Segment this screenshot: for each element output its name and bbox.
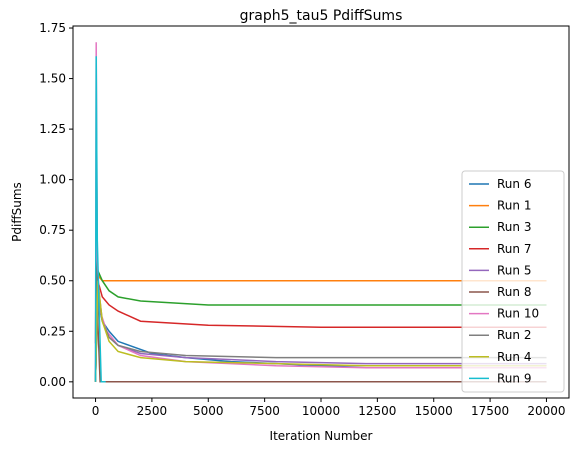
x-tick-label: 5000	[193, 404, 224, 418]
y-axis-label: PdiffSums	[10, 182, 24, 242]
y-tick-label: 0.75	[39, 223, 66, 237]
legend-label: Run 8	[497, 285, 531, 299]
y-tick-label: 1.25	[39, 122, 66, 136]
x-tick-label: 10000	[302, 404, 340, 418]
y-tick-label: 1.00	[39, 173, 66, 187]
legend-label: Run 7	[497, 242, 531, 256]
legend-label: Run 2	[497, 328, 531, 342]
series-line-10	[94, 56, 106, 383]
y-tick-label: 1.75	[39, 21, 66, 35]
legend-label: Run 6	[497, 177, 531, 191]
y-tick-label: 0.25	[39, 324, 66, 338]
x-tick-label: 2500	[137, 404, 168, 418]
x-tick-label: 0	[92, 404, 100, 418]
legend-label: Run 9	[497, 371, 531, 385]
series-line-9	[94, 280, 547, 382]
x-axis-label: Iteration Number	[270, 429, 373, 443]
legend-label: Run 10	[497, 307, 539, 321]
x-axis: 0 2500 5000 7500 10000 12500 15000 17500 20000	[92, 398, 566, 418]
series-line-3	[94, 270, 547, 382]
y-tick-label: 1.50	[39, 72, 66, 86]
x-tick-label: 20000	[527, 404, 565, 418]
chart-title: graph5_tau5 PdiffSums	[240, 8, 403, 24]
legend-label: Run 1	[497, 199, 531, 213]
y-tick-label: 0.50	[39, 274, 66, 288]
x-tick-label: 7500	[249, 404, 280, 418]
legend: Run 6 Run 1 Run 3 Run 7 Run 5 Run 8 Run 10 Run …	[461, 170, 565, 393]
legend-label: Run 4	[497, 350, 531, 364]
y-tick-label: 0.00	[39, 375, 66, 389]
legend-label: Run 3	[497, 220, 531, 234]
x-tick-label: 12500	[358, 404, 396, 418]
x-tick-label: 17500	[471, 404, 509, 418]
y-axis: 0.00 0.25 0.50 0.75 1.00 1.25 1.50 1.75	[39, 21, 73, 389]
legend-label: Run 5	[497, 263, 531, 277]
plot-lines	[94, 42, 547, 383]
series-line-4	[94, 280, 547, 382]
legend-box	[461, 170, 565, 393]
x-tick-label: 15000	[415, 404, 453, 418]
